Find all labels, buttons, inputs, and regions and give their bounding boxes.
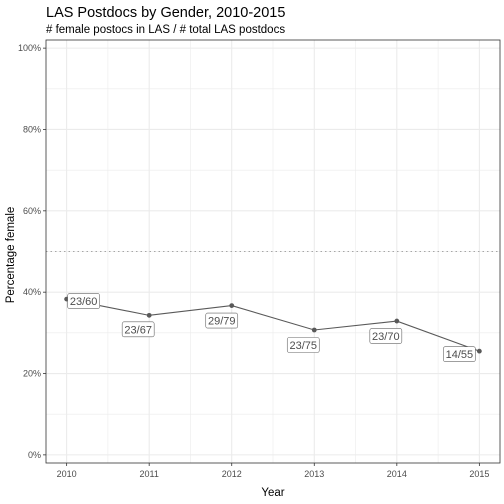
data-label-box bbox=[121, 321, 155, 338]
x-tick-label: 2014 bbox=[387, 469, 407, 479]
y-tick-label: 100% bbox=[18, 43, 41, 53]
y-tick-label: 60% bbox=[23, 206, 41, 216]
x-axis-title: Year bbox=[261, 487, 284, 499]
x-tick-label: 2010 bbox=[57, 469, 77, 479]
data-label: 14/55 bbox=[446, 349, 474, 361]
data-label: 23/60 bbox=[70, 296, 98, 308]
x-tick-label: 2015 bbox=[469, 469, 489, 479]
data-label-box bbox=[205, 312, 239, 329]
data-label: 23/67 bbox=[124, 324, 152, 336]
y-tick-label: 0% bbox=[28, 450, 41, 460]
data-labels-group: 23/60 23/67 29/79 23/75 23/70 14/55 bbox=[67, 293, 476, 362]
y-axis: 0% 20% 40% 60% 80% 100% bbox=[18, 43, 46, 460]
data-label: 29/79 bbox=[208, 316, 236, 328]
data-point bbox=[311, 327, 317, 333]
x-tick-label: 2012 bbox=[222, 469, 242, 479]
x-axis: 2010 2011 2012 2013 2014 2015 bbox=[57, 463, 489, 479]
panel-border bbox=[45, 39, 501, 464]
data-label-box bbox=[369, 328, 403, 344]
chart-title: LAS Postdocs by Gender, 2010-2015 bbox=[46, 5, 285, 21]
data-label-box bbox=[286, 337, 320, 353]
x-tick-label: 2013 bbox=[304, 469, 324, 479]
y-tick-label: 40% bbox=[23, 287, 41, 297]
y-tick-label: 20% bbox=[23, 369, 41, 379]
series-group bbox=[64, 296, 482, 354]
y-tick-label: 80% bbox=[23, 124, 41, 134]
data-label: 23/75 bbox=[290, 340, 318, 352]
data-point bbox=[476, 348, 482, 354]
chart-subtitle: # female postocs in LAS / # total LAS po… bbox=[46, 24, 285, 36]
data-point bbox=[394, 318, 400, 324]
data-point bbox=[229, 303, 235, 308]
data-point bbox=[146, 312, 152, 318]
data-label: 23/70 bbox=[372, 331, 400, 343]
data-label-box bbox=[67, 293, 100, 309]
series-line bbox=[66, 298, 480, 352]
y-axis-title: Percentage female bbox=[5, 207, 17, 304]
data-label-box bbox=[443, 346, 476, 362]
x-tick-label: 2011 bbox=[140, 469, 159, 479]
